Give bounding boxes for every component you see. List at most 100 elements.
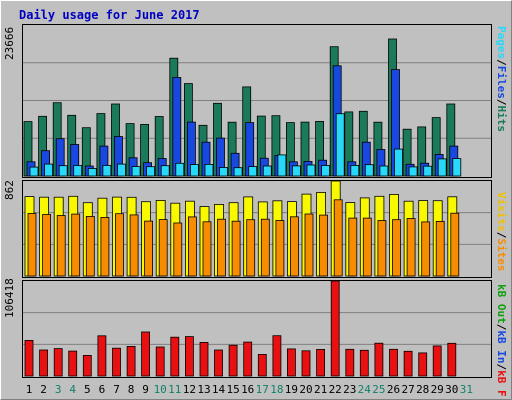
pages-bar [394,148,403,177]
sites-bar [202,221,212,277]
pages-bar [364,164,374,177]
day-label: 15 [226,383,240,396]
sites-bar [158,219,168,277]
day-label: 26 [386,383,401,396]
pages-bar [189,164,199,177]
day-label: 3 [54,383,62,396]
day-label: 12 [182,383,197,396]
sites-bar [289,216,299,277]
day-label: 21 [313,383,328,396]
day-label: 29 [430,383,444,396]
day-label: 17 [255,383,269,396]
pages-bar [291,165,301,177]
pages-bar [248,166,258,177]
day-label: 5 [83,383,91,396]
pages-bar [175,162,185,177]
kbf-bar [374,342,384,377]
kbf-bar [199,341,209,377]
pages-bar [117,163,126,177]
sites-bar [421,221,431,277]
pages-bar [160,165,170,177]
kbf-bar [97,335,107,377]
kbf-bar [286,348,296,377]
sites-bar [260,218,270,277]
sites-bar [173,222,183,277]
sites-bar [362,217,372,277]
kbf-bar [141,331,151,377]
kbf-bar [330,280,340,377]
kbf-bar [316,348,326,377]
sites-bar [304,213,314,277]
kbf-bar [184,336,194,377]
day-label: 20 [299,383,313,396]
kbf-bar [403,350,413,377]
kbf-bar [24,339,34,377]
kbf-bar [155,346,165,377]
day-label: 6 [98,383,106,396]
sites-bar [71,213,81,277]
files-bar [172,77,182,177]
kbf-bar [345,348,355,377]
day-label: 19 [284,383,299,396]
sites-bar [187,216,197,277]
pages-bar [379,165,389,177]
day-label: 25 [372,383,386,396]
sites-bar [406,218,416,277]
kbf-bar [112,347,121,377]
sites-bar [129,214,139,277]
day-label: 11 [168,383,182,396]
day-label: 10 [153,383,167,396]
pages-bar [29,166,39,177]
pages-bar [87,168,97,177]
kbf-bar [53,348,63,377]
pages-bar [350,164,360,177]
sites-bar [85,215,95,277]
kbf-bar [82,354,92,377]
pages-bar [131,166,141,177]
pages-bar [262,165,272,177]
sites-bar [231,220,241,277]
pages-bar [58,165,68,177]
day-label: 27 [401,383,415,396]
day-label: 30 [445,383,459,396]
sites-bar [435,220,445,277]
chart-title: Daily usage for June 2017 [19,8,200,22]
day-label: 9 [142,383,149,396]
day-label: 13 [197,383,211,396]
sites-bar [333,199,343,277]
sites-bar [348,217,358,277]
kbf-bar [432,345,442,377]
sites-bar [246,219,256,277]
pages-bar [44,163,53,177]
day-label: 14 [211,383,226,396]
kbf-bar [301,350,311,377]
sites-bar [56,215,66,277]
sites-bar [217,218,226,277]
kbf-bar [447,342,457,377]
sites-bar [42,214,51,277]
day-label: 18 [270,383,284,396]
sites-bar [377,220,387,277]
pages-bar [408,166,418,177]
day-label: 8 [127,383,135,396]
pages-bar [102,165,112,177]
day-label: 7 [113,383,120,396]
sites-bar [319,214,329,277]
pages-bar [73,165,83,177]
day-label: 2 [40,383,47,396]
pages-bar [277,154,287,177]
day-label: 28 [416,383,430,396]
kbf-bar [170,336,180,377]
pages-bar [306,164,316,177]
kbf-bar [389,348,398,377]
pages-bar [452,158,462,177]
day-label: 1 [25,383,33,396]
day-label: 4 [69,383,76,396]
kbf-bar [359,349,369,377]
sites-bar [100,216,110,277]
pages-bar [146,166,156,177]
sites-bar [450,212,460,277]
pages-bar [233,167,243,177]
sites-bar [144,220,154,277]
sites-bar [392,219,401,277]
